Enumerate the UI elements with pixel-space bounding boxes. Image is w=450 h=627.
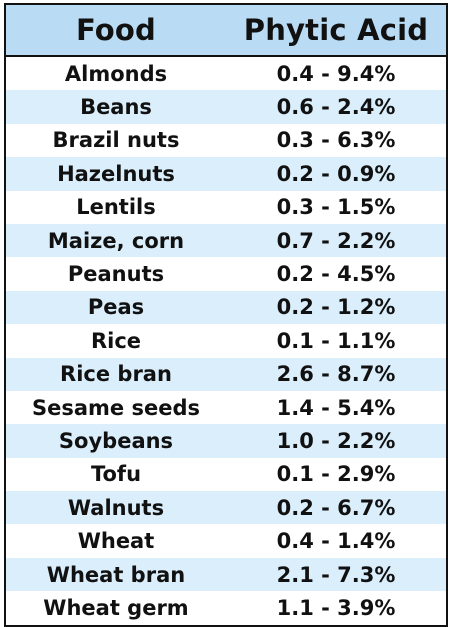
food-cell: Soybeans — [58, 428, 174, 453]
food-cell: Wheat bran — [46, 562, 186, 587]
food-cell: Walnuts — [67, 495, 165, 520]
phytic-acid-cell: 0.4 - 9.4% — [276, 61, 396, 86]
food-cell: Tofu — [90, 462, 142, 487]
table-row: Wheat bran 2.1 - 7.3% — [6, 557, 446, 592]
table-row: Wheat 0.4 - 1.4% — [6, 524, 446, 558]
food-cell: Hazelnuts — [57, 161, 175, 186]
phytic-acid-cell: 0.3 - 6.3% — [276, 128, 396, 153]
table-row: Brazil nuts 0.3 - 6.3% — [6, 123, 446, 158]
table-row: Peas 0.2 - 1.2% — [6, 290, 446, 325]
phytic-acid-cell: 0.3 - 1.5% — [276, 195, 396, 220]
table-row: Peanuts 0.2 - 4.5% — [6, 257, 446, 291]
phytic-acid-table: Food Phytic Acid Almonds 0.4 - 9.4% Beans 0… — [4, 3, 448, 627]
food-cell: Maize, corn — [47, 228, 185, 253]
table-row: Maize, corn 0.7 - 2.2% — [6, 223, 446, 258]
table-row: Soybeans 1.0 - 2.2% — [6, 424, 446, 458]
phytic-acid-cell: 0.2 - 4.5% — [276, 262, 396, 287]
phytic-acid-cell: 0.1 - 2.9% — [276, 462, 396, 487]
food-cell: Almonds — [64, 61, 168, 86]
food-cell: Brazil nuts — [52, 128, 180, 153]
food-cell: Wheat germ — [43, 595, 189, 620]
food-cell: Lentils — [76, 195, 156, 220]
column-header-phytic-acid: Phytic Acid — [243, 13, 429, 47]
phytic-acid-cell: 0.1 - 1.1% — [276, 328, 396, 353]
table-row: Wheat germ 1.1 - 3.9% — [6, 591, 446, 625]
phytic-acid-cell: 2.1 - 7.3% — [276, 562, 396, 587]
food-cell: Beans — [80, 95, 152, 120]
table-row: Sesame seeds 1.4 - 5.4% — [6, 390, 446, 425]
phytic-acid-cell: 0.4 - 1.4% — [276, 529, 396, 554]
phytic-acid-cell: 1.0 - 2.2% — [276, 428, 396, 453]
phytic-acid-cell: 1.4 - 5.4% — [276, 395, 396, 420]
phytic-acid-cell: 1.1 - 3.9% — [276, 595, 396, 620]
food-cell: Rice bran — [60, 362, 172, 387]
table-row: Rice bran 2.6 - 8.7% — [6, 357, 446, 391]
table-row: Rice 0.1 - 1.1% — [6, 324, 446, 358]
table-row: Beans 0.6 - 2.4% — [6, 90, 446, 124]
food-cell: Sesame seeds — [32, 395, 200, 420]
table-row: Walnuts 0.2 - 6.7% — [6, 491, 446, 525]
phytic-acid-cell: 0.2 - 6.7% — [276, 495, 396, 520]
food-cell: Wheat — [77, 529, 155, 554]
table-row: Almonds 0.4 - 9.4% — [6, 57, 446, 91]
phytic-acid-cell: 0.2 - 0.9% — [276, 161, 396, 186]
food-cell: Peanuts — [67, 262, 165, 287]
phytic-acid-cell: 0.7 - 2.2% — [276, 228, 396, 253]
table-row: Tofu 0.1 - 2.9% — [6, 457, 446, 492]
table-body: Almonds 0.4 - 9.4% Beans 0.6 - 2.4% Brazil n… — [6, 57, 446, 625]
phytic-acid-cell: 2.6 - 8.7% — [276, 362, 396, 387]
column-header-food: Food — [75, 13, 157, 47]
table-header-row: Food Phytic Acid — [6, 5, 446, 57]
phytic-acid-cell: 0.2 - 1.2% — [276, 295, 396, 320]
table-row: Lentils 0.3 - 1.5% — [6, 190, 446, 224]
food-cell: Peas — [87, 295, 145, 320]
table-row: Hazelnuts 0.2 - 0.9% — [6, 157, 446, 191]
phytic-acid-cell: 0.6 - 2.4% — [276, 95, 396, 120]
food-cell: Rice — [90, 328, 142, 353]
